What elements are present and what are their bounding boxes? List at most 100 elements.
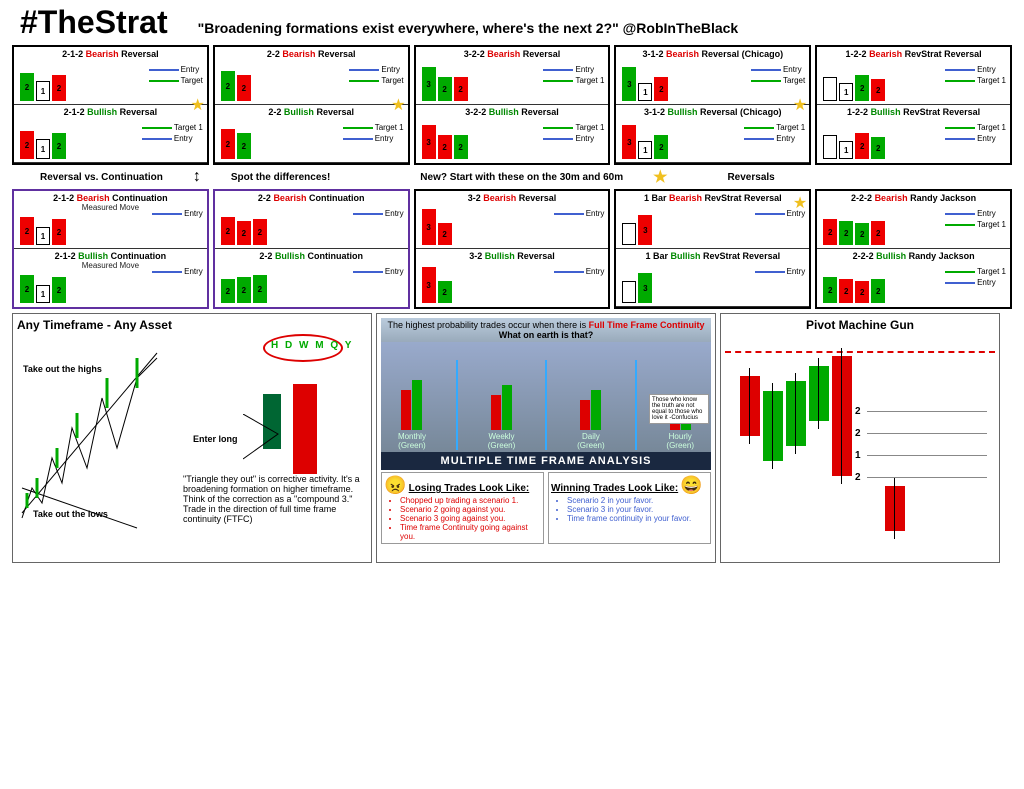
list-item: Scenario 3 in your favor. xyxy=(567,505,708,514)
candle: 2 xyxy=(871,221,885,245)
candle: 2 xyxy=(871,137,885,159)
pattern-title: 2-2 Bullish Continuation xyxy=(215,249,408,261)
candle: 2 xyxy=(253,275,267,303)
price-line: Target 1 xyxy=(142,123,203,132)
candle xyxy=(622,223,636,245)
timeframe-panel: Any Timeframe - Any Asset Take out the h… xyxy=(12,313,372,563)
price-line: Entry xyxy=(543,134,604,143)
candle: 3 xyxy=(422,267,436,303)
page-subtitle: "Broadening formations exist everywhere,… xyxy=(198,20,739,36)
pattern-cell: 1-2-2 Bearish RevStrat Reversal122EntryT… xyxy=(815,45,1012,165)
pmg-candle xyxy=(740,376,760,436)
price-line: Target 1 xyxy=(945,123,1006,132)
candle: 1 xyxy=(638,83,652,101)
star-icon: ★ xyxy=(391,95,405,115)
winning-trades-box: Winning Trades Look Like: 😄 Scenario 2 i… xyxy=(548,472,711,544)
mid-annotations: Reversal vs. Continuation ↕ Spot the dif… xyxy=(0,165,1024,189)
pattern-cell: 1 Bar Bearish RevStrat Reversal3Entry1 B… xyxy=(614,189,811,309)
candle: 2 xyxy=(871,279,885,303)
timeframe-column: Monthly(Green) xyxy=(398,380,426,450)
candle xyxy=(823,135,837,159)
price-line: Entry xyxy=(152,267,203,276)
pattern-title: 3-2 Bullish Reversal xyxy=(416,249,609,261)
pattern-title: 1 Bar Bullish RevStrat Reversal xyxy=(616,249,809,261)
candle: 2 xyxy=(221,279,235,303)
mid-d: Reversals xyxy=(727,172,774,183)
pattern-title: 1-2-2 Bullish RevStrat Reversal xyxy=(817,105,1010,117)
pattern-cell: 2-2 Bearish Reversal22EntryTarget2-2 Bul… xyxy=(213,45,410,165)
pattern-cell: 3-2 Bearish Reversal 32 Entry 3-2 Bullish R… xyxy=(414,189,611,309)
candle: 1 xyxy=(36,227,50,245)
pattern-title: 3-1-2 Bearish Reversal (Chicago) xyxy=(616,47,809,59)
list-item: Chopped up trading a scenario 1. xyxy=(400,496,541,505)
pattern-title: 1 Bar Bearish RevStrat Reversal xyxy=(616,191,809,203)
price-line: Entry xyxy=(343,134,404,143)
candle: 2 xyxy=(855,75,869,101)
price-line: Entry xyxy=(554,267,605,276)
price-line: Target 1 xyxy=(543,123,604,132)
candle: 2 xyxy=(237,221,251,245)
price-line: Target xyxy=(349,76,403,85)
pattern-title: 2-1-2 Bullish Continuation xyxy=(14,249,207,261)
panel1-title: Any Timeframe - Any Asset xyxy=(17,318,367,332)
timeframe-column: Daily(Green) xyxy=(577,390,605,450)
pattern-title: 3-2 Bearish Reversal xyxy=(416,191,609,203)
candle: 2 xyxy=(438,223,452,245)
candle: 2 xyxy=(855,281,869,303)
mtfa-header: The highest probability trades occur whe… xyxy=(381,318,711,342)
pattern-title: 2-1-2 Bearish Reversal xyxy=(14,47,207,59)
candle: 2 xyxy=(438,281,452,303)
big-red-candle xyxy=(293,384,317,474)
candle: 2 xyxy=(237,277,251,303)
pattern-title: 2-1-2 Bullish Reversal xyxy=(14,105,207,117)
candle: 2 xyxy=(839,279,853,303)
candle: 2 xyxy=(221,129,235,159)
star-icon: ★ xyxy=(793,193,807,213)
price-line: Entry xyxy=(554,209,605,218)
candle: 2 xyxy=(52,277,66,303)
pattern-title: 2-2-2 Bullish Randy Jackson xyxy=(817,249,1010,261)
pmg-candle xyxy=(763,391,783,461)
candle: 3 xyxy=(638,215,652,245)
star-icon: ★ xyxy=(793,95,807,115)
candle: 2 xyxy=(855,133,869,159)
candle: 2 xyxy=(454,135,468,159)
candle: 2 xyxy=(221,71,235,101)
price-line: Target 1 xyxy=(744,123,805,132)
pmg-level-number: 2 xyxy=(855,472,861,483)
price-line: Entry xyxy=(543,65,604,74)
candle: 2 xyxy=(20,275,34,303)
pmg-title: Pivot Machine Gun xyxy=(725,318,995,332)
candle: 3 xyxy=(422,125,436,159)
price-line: Entry xyxy=(353,267,404,276)
candle: 2 xyxy=(823,277,837,303)
pmg-level-number: 2 xyxy=(855,406,861,417)
pmg-candle xyxy=(832,356,852,476)
annot-highs: Take out the highs xyxy=(23,364,102,374)
candle: 2 xyxy=(253,219,267,245)
price-line: Entry xyxy=(744,134,805,143)
price-line: Entry xyxy=(142,134,203,143)
candle: 2 xyxy=(839,221,853,245)
price-line: Target xyxy=(751,76,805,85)
triangle-explanation: "Triangle they out" is corrective activi… xyxy=(183,474,363,524)
price-line: Entry xyxy=(945,134,1006,143)
pmg-candle xyxy=(809,366,829,421)
mtfa-panel: The highest probability trades occur whe… xyxy=(376,313,716,563)
candle: 1 xyxy=(36,139,50,159)
pmg-level-number: 1 xyxy=(855,450,861,461)
mid-c: New? Start with these on the 30m and 60m xyxy=(420,172,623,183)
quote-box: Those who know the truth are not equal t… xyxy=(649,394,709,424)
mtfa-banner: MULTIPLE TIME FRAME ANALYSIS xyxy=(381,452,711,470)
price-line: Entry xyxy=(945,65,1006,74)
list-item: Scenario 2 going against you. xyxy=(400,505,541,514)
triangle-icon xyxy=(243,414,283,464)
candle: 2 xyxy=(237,133,251,159)
mid-b: Spot the differences! xyxy=(231,172,330,183)
pattern-grid-row2: 2-1-2 Bearish ContinuationMeasured Move2… xyxy=(0,189,1024,309)
candle: 3 xyxy=(638,273,652,303)
star-icon: ★ xyxy=(190,95,204,115)
annot-lows: Take out the lows xyxy=(33,509,108,519)
candle xyxy=(823,77,837,101)
pmg-candle xyxy=(885,486,905,531)
